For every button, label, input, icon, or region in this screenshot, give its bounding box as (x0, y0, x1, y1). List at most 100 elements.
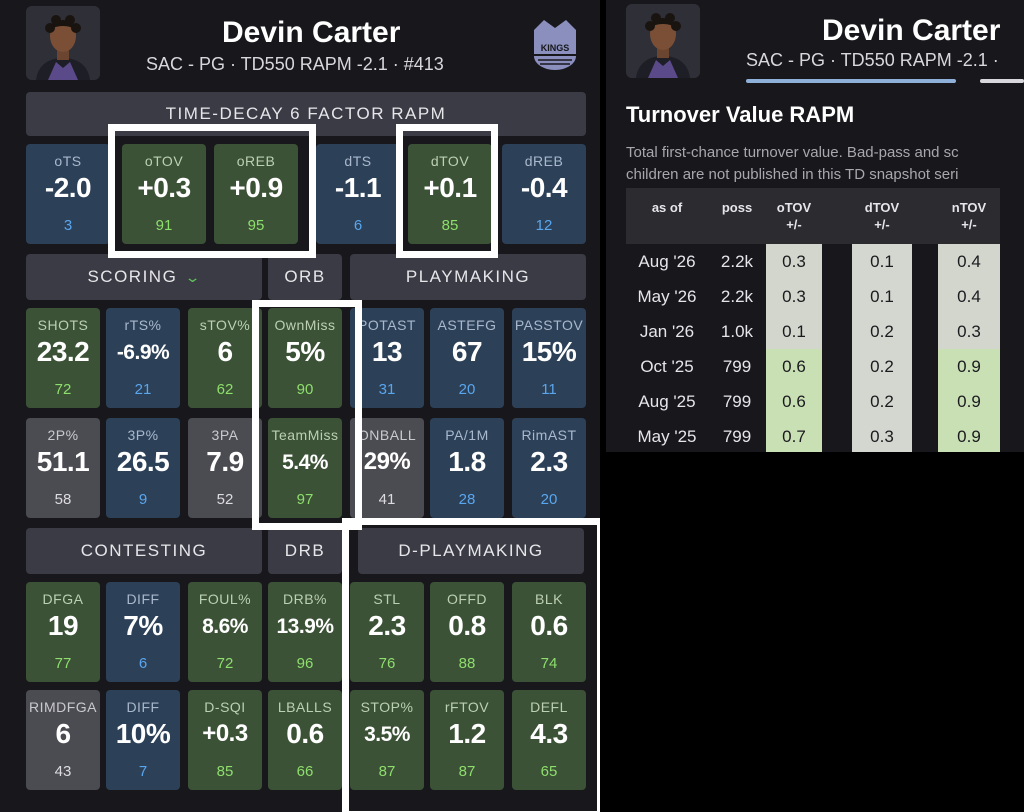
stat-tile-astefg[interactable]: ASTEFG 67 20 (430, 308, 504, 408)
stat-tile-foul-[interactable]: FOUL% 8.6% 72 (188, 582, 262, 682)
stat-value: 51.1 (36, 446, 90, 477)
stat-tile-defl[interactable]: DEFL 4.3 65 (512, 690, 586, 790)
stat-tile-shots[interactable]: SHOTS 23.2 72 (26, 308, 100, 408)
cell-ntov: 0.4 (938, 279, 1000, 314)
stat-label: PASSTOV (514, 317, 584, 333)
stat-percentile: 95 (247, 217, 265, 234)
drb-header: DRB (268, 528, 342, 574)
stat-tile-dtov[interactable]: dTOV +0.1 85 (408, 144, 492, 244)
stat-percentile: 31 (378, 381, 396, 398)
svg-text:KINGS: KINGS (541, 43, 570, 53)
d-playmaking-header: D-PLAYMAKING (358, 528, 584, 574)
stat-tile-stop-[interactable]: STOP% 3.5% 87 (350, 690, 424, 790)
cell-as-of: May '25 (637, 426, 697, 446)
cell-dtov: 0.2 (852, 384, 912, 419)
stat-percentile: 97 (296, 491, 314, 508)
cell-otov: 0.7 (766, 419, 822, 452)
turnover-table-body: Aug '26 2.2k 0.3 0.1 0.4 May '26 2.2k 0.3 0.1 0.4… (626, 244, 1000, 452)
stat-tile-ownmiss[interactable]: OwnMiss 5% 90 (268, 308, 342, 408)
stat-percentile: 9 (138, 491, 148, 508)
stat-value: 0.8 (448, 610, 486, 641)
stat-percentile: 41 (378, 491, 396, 508)
stat-tile-ots[interactable]: oTS -2.0 3 (26, 144, 110, 244)
team-logo: KINGS (530, 18, 580, 72)
stat-tile-oreb[interactable]: oREB +0.9 95 (214, 144, 298, 244)
stat-tile-onball[interactable]: ONBALL 29% 41 (350, 418, 424, 518)
stat-label: DRB% (282, 591, 327, 607)
cell-poss: 2.2k (720, 251, 754, 271)
stat-tile-3p-[interactable]: 3P% 26.5 9 (106, 418, 180, 518)
stat-tile-rimast[interactable]: RimAST 2.3 20 (512, 418, 586, 518)
cell-dtov: 0.2 (852, 349, 912, 384)
stat-tile-diff[interactable]: DIFF 10% 7 (106, 690, 180, 790)
playmaking-label: PLAYMAKING (405, 267, 531, 286)
cell-dtov: 0.3 (852, 419, 912, 452)
stat-tile-passtov[interactable]: PASSTOV 15% 11 (512, 308, 586, 408)
stat-tile-stl[interactable]: STL 2.3 76 (350, 582, 424, 682)
player-subtitle: SAC - PG · TD550 RAPM -2.1 · #413 (146, 54, 444, 74)
stat-label: DIFF (126, 699, 160, 715)
stat-label: STOP% (360, 699, 414, 715)
stat-tile-teammiss[interactable]: TeamMiss 5.4% 97 (268, 418, 342, 518)
d-playmaking-label: D-PLAYMAKING (398, 541, 544, 560)
stat-percentile: 88 (458, 655, 476, 672)
cell-dtov: 0.1 (852, 279, 912, 314)
stat-tile-rts-[interactable]: rTS% -6.9% 21 (106, 308, 180, 408)
col-header-dtov[interactable]: dTOV +/- (852, 188, 912, 244)
stat-tile-dreb[interactable]: dREB -0.4 12 (502, 144, 586, 244)
cell-dtov: 0.2 (852, 314, 912, 349)
cell-ntov: 0.9 (938, 384, 1000, 419)
stat-tile-dfga[interactable]: DFGA 19 77 (26, 582, 100, 682)
cell-otov: 0.3 (766, 244, 822, 279)
stat-tile-diff[interactable]: DIFF 7% 6 (106, 582, 180, 682)
player-avatar (626, 4, 700, 78)
stat-tile-rftov[interactable]: rFTOV 1.2 87 (430, 690, 504, 790)
stat-label: dTS (344, 153, 372, 169)
col-header-ntov[interactable]: nTOV +/- (938, 188, 1000, 244)
stat-percentile: 85 (441, 217, 459, 234)
col-header-poss[interactable]: poss (708, 188, 766, 244)
stat-percentile: 66 (296, 763, 314, 780)
stat-tile-lballs[interactable]: LBALLS 0.6 66 (268, 690, 342, 790)
cell-poss: 1.0k (720, 321, 754, 341)
stat-value: 4.3 (530, 718, 568, 749)
stat-tile-drb-[interactable]: DRB% 13.9% 96 (268, 582, 342, 682)
player-subtitle: SAC - PG · TD550 RAPM -2.1 · (746, 50, 999, 70)
cell-ntov: 0.9 (938, 349, 1000, 384)
stat-label: oTS (54, 153, 82, 169)
stat-tile-offd[interactable]: OFFD 0.8 88 (430, 582, 504, 682)
stat-value: 7.9 (206, 446, 244, 477)
stat-tile-potast[interactable]: POTAST 13 31 (350, 308, 424, 408)
stat-tile-otov[interactable]: oTOV +0.3 91 (122, 144, 206, 244)
stat-label: DIFF (126, 591, 160, 607)
col-header-otov[interactable]: oTOV +/- (766, 188, 822, 244)
stat-percentile: 21 (134, 381, 152, 398)
stat-tile-blk[interactable]: BLK 0.6 74 (512, 582, 586, 682)
stat-tile-3pa[interactable]: 3PA 7.9 52 (188, 418, 262, 518)
stat-percentile: 90 (296, 381, 314, 398)
stat-tile-rimdfga[interactable]: RIMDFGA 6 43 (26, 690, 100, 790)
cell-spacer (822, 384, 852, 419)
stat-tile-stov-[interactable]: sTOV% 6 62 (188, 308, 262, 408)
cell-spacer (912, 314, 938, 349)
cell-ntov: 0.4 (938, 244, 1000, 279)
stat-label: SHOTS (37, 317, 89, 333)
stat-label: D-SQI (204, 699, 246, 715)
stat-percentile: 76 (378, 655, 396, 672)
cell-otov: 0.6 (766, 384, 822, 419)
col-header-dtov-label: dTOV +/- (864, 200, 900, 232)
stat-value: -2.0 (44, 172, 92, 203)
scoring-dropdown[interactable]: SCORING ⌄ (26, 254, 262, 300)
cell-dtov: 0.1 (852, 244, 912, 279)
stat-percentile: 87 (378, 763, 396, 780)
stat-percentile: 85 (216, 763, 234, 780)
stat-percentile: 87 (458, 763, 476, 780)
cell-poss: 2.2k (720, 286, 754, 306)
stat-percentile: 11 (541, 381, 557, 398)
stat-tile-2p-[interactable]: 2P% 51.1 58 (26, 418, 100, 518)
stat-tile-d-sqi[interactable]: D-SQI +0.3 85 (188, 690, 262, 790)
stat-tile-dts[interactable]: dTS -1.1 6 (316, 144, 400, 244)
stat-value: 19 (47, 610, 79, 641)
col-header-as-of[interactable]: as of (626, 188, 708, 244)
stat-tile-pa-1m[interactable]: PA/1M 1.8 28 (430, 418, 504, 518)
